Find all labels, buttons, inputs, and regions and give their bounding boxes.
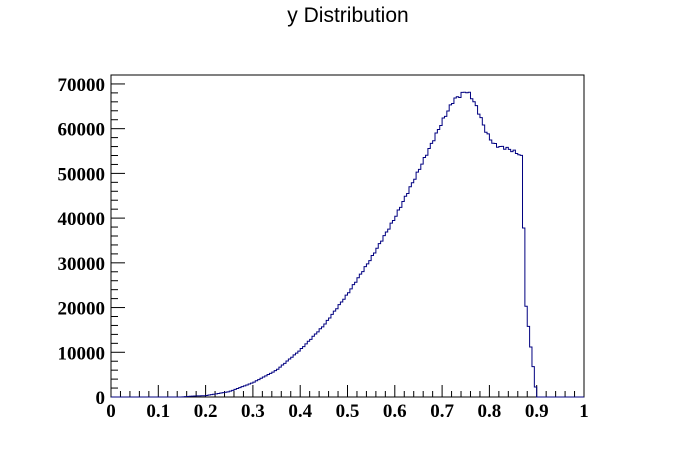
y-tick-label: 70000 bbox=[58, 75, 106, 96]
y-tick-label: 10000 bbox=[58, 343, 106, 364]
y-tick-label: 20000 bbox=[58, 299, 106, 320]
x-tick-label: 0.7 bbox=[430, 401, 454, 422]
y-tick-label: 50000 bbox=[58, 164, 106, 185]
x-tick-label: 0.5 bbox=[336, 401, 360, 422]
y-tick-label: 0 bbox=[96, 388, 106, 409]
x-tick-label: 0 bbox=[106, 401, 116, 422]
x-tick-label: 0.8 bbox=[478, 401, 502, 422]
x-tick-label: 0.2 bbox=[194, 401, 218, 422]
y-axis: 0 10000 20000 30000 40000 50000 60000 70000 bbox=[58, 74, 125, 409]
y-tick-label: 30000 bbox=[58, 254, 106, 275]
x-tick-label: 0.3 bbox=[241, 401, 265, 422]
chart-title: y Distribution bbox=[287, 4, 408, 27]
histogram-step-line bbox=[111, 91, 584, 398]
plot-frame bbox=[110, 74, 585, 398]
x-tick-label: 0.9 bbox=[525, 401, 549, 422]
x-tick-label: 0.6 bbox=[383, 401, 407, 422]
x-tick-label: 1 bbox=[579, 401, 589, 422]
y-tick-label: 60000 bbox=[58, 120, 106, 141]
x-tick-label: 0.4 bbox=[288, 401, 312, 422]
x-tick-label: 0.1 bbox=[146, 401, 170, 422]
y-tick-label: 40000 bbox=[58, 209, 106, 230]
histogram-series bbox=[111, 91, 584, 398]
x-axis: 0 0.1 0.2 0.3 0.4 0.5 0.6 0.7 0.8 0.9 1 bbox=[106, 385, 589, 422]
